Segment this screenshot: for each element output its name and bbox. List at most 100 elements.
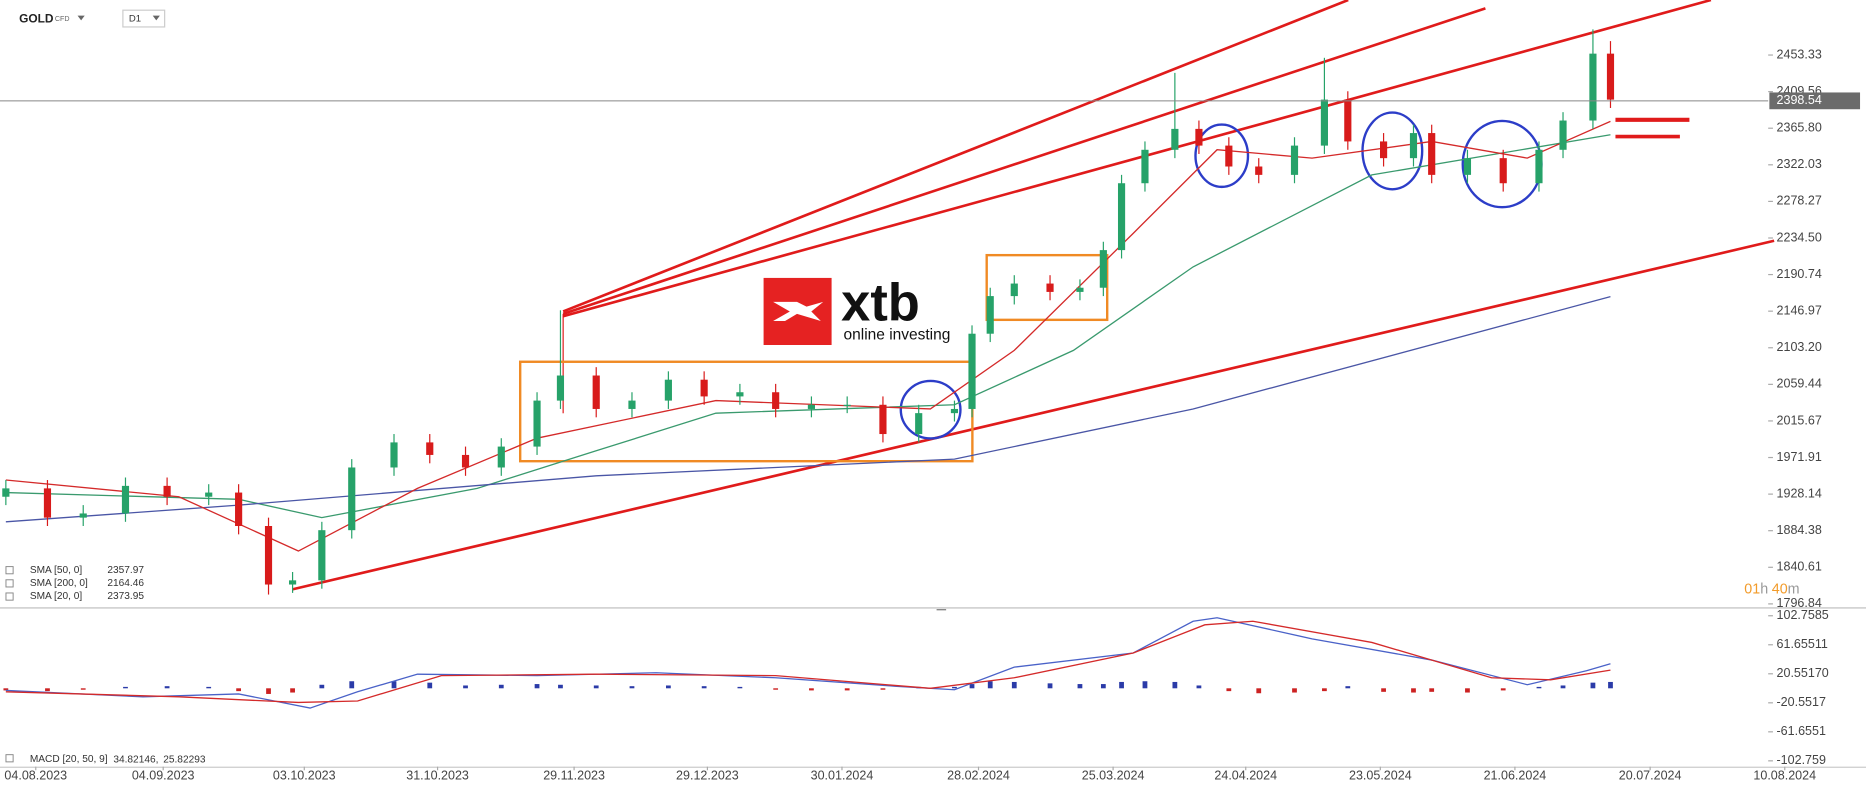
histogram-bar: [880, 688, 886, 690]
trend-line: [562, 0, 1712, 318]
legend-label: SMA [50, 0]: [30, 565, 83, 576]
y-tick-label: 1884.38: [1777, 523, 1822, 537]
candle-body: [1606, 53, 1615, 100]
histogram-bar: [1047, 683, 1053, 689]
histogram-bar: [290, 688, 295, 693]
histogram-bar: [45, 688, 50, 692]
candle-body: [1195, 128, 1203, 146]
legend-value: 2164.46: [107, 578, 144, 589]
y-tick-label: 2278.27: [1777, 194, 1822, 208]
candle-body: [664, 379, 672, 401]
dropdown-arrow[interactable]: [152, 15, 160, 21]
x-tick-label: 04.08.2023: [4, 769, 67, 783]
candle-body: [1117, 183, 1126, 251]
candle-body: [1255, 166, 1263, 175]
candle-body: [205, 492, 213, 497]
trend-line: [292, 239, 1775, 591]
candle-body: [628, 400, 636, 409]
x-tick-label: 03.10.2023: [273, 769, 336, 783]
y-tick-label: 20.55170: [1777, 666, 1829, 680]
legend-icon: [5, 579, 14, 588]
histogram-bar: [1590, 682, 1596, 689]
trend-line: [562, 7, 1486, 316]
candle-body: [1535, 149, 1543, 184]
candle-body: [390, 442, 398, 468]
legend-icon: [5, 592, 14, 601]
candle-body: [1409, 133, 1418, 159]
x-tick-label: 23.05.2024: [1349, 769, 1412, 783]
histogram-bar: [844, 688, 850, 691]
candle-body: [1171, 128, 1179, 150]
legend-value: 34.82146, 25.82293: [113, 754, 206, 765]
sma-line: [5, 295, 1611, 523]
symbol[interactable]: GOLD: [19, 11, 54, 25]
legend-icon: [5, 754, 14, 763]
candle-body: [43, 488, 52, 518]
candle-body: [348, 467, 356, 531]
histogram-bar: [629, 686, 635, 689]
candle-body: [1589, 53, 1597, 121]
x-tick-label: 30.01.2024: [811, 769, 874, 783]
logo-name: xtb: [841, 273, 920, 332]
candle-body: [235, 492, 243, 527]
logo-x: [773, 301, 824, 322]
countdown-unit: m: [1788, 581, 1800, 597]
histogram-bar: [952, 686, 957, 689]
histogram-bar: [319, 684, 325, 689]
highlight-circle: [1194, 123, 1250, 189]
annotations: [292, 0, 1775, 591]
y-tick-label: 61.65511: [1777, 637, 1828, 651]
trend-line: [562, 0, 1349, 313]
countdown-minutes: 40: [1772, 581, 1788, 597]
candle-body: [968, 333, 976, 409]
interval-box[interactable]: [122, 9, 166, 28]
candle-body: [1141, 149, 1149, 184]
instrument: CFD: [55, 15, 70, 23]
macd-line: [5, 620, 1611, 704]
histogram-bar: [1292, 688, 1297, 693]
dropdown-arrow[interactable]: [77, 15, 85, 21]
candle-body: [1428, 133, 1436, 175]
y-tick-label: 102.7585: [1777, 608, 1829, 622]
histogram-bar: [737, 686, 743, 689]
histogram-bar: [1381, 688, 1386, 692]
interval[interactable]: D1: [129, 14, 141, 25]
histogram-bar: [266, 688, 271, 694]
histogram-bar: [969, 684, 975, 689]
y-tick-label: 2146.97: [1777, 303, 1822, 317]
last-price-box: [1769, 92, 1861, 110]
last-price-label: 2398.54: [1777, 93, 1822, 107]
candle-body: [533, 400, 541, 447]
x-tick-label: 31.10.2023: [406, 769, 469, 783]
candle-body: [426, 442, 434, 455]
histogram-bar: [534, 684, 540, 689]
histogram-bar: [164, 686, 170, 689]
candle-body: [1290, 145, 1299, 175]
candle-body: [1344, 99, 1352, 142]
histogram-bar: [1322, 688, 1327, 692]
histogram-bar: [1172, 681, 1178, 689]
candle-body: [121, 485, 130, 514]
histogram-bar: [1119, 681, 1124, 689]
candle-body: [1379, 141, 1388, 159]
y-tick-label: 2190.74: [1777, 267, 1822, 281]
histogram-bar: [498, 684, 504, 689]
histogram-bar: [1100, 684, 1106, 689]
histogram-bar: [427, 682, 433, 689]
candle-body: [1099, 250, 1107, 288]
countdown-hours: 01: [1744, 581, 1760, 597]
histogram-bar: [558, 684, 563, 689]
histogram-bar: [1196, 685, 1202, 689]
histogram-bar: [1500, 688, 1506, 691]
y-tick-label: 2015.67: [1777, 413, 1822, 427]
highlight-circle: [899, 379, 962, 440]
histogram-bar: [1536, 686, 1542, 689]
x-tick-label: 28.02.2024: [947, 769, 1010, 783]
histogram-bar: [80, 688, 86, 690]
y-tick-label: 2234.50: [1777, 230, 1822, 244]
candle-body: [1076, 287, 1084, 292]
histogram-bar: [1560, 685, 1566, 689]
candle-body: [2, 488, 10, 497]
y-tick-label: 2453.33: [1777, 47, 1822, 61]
